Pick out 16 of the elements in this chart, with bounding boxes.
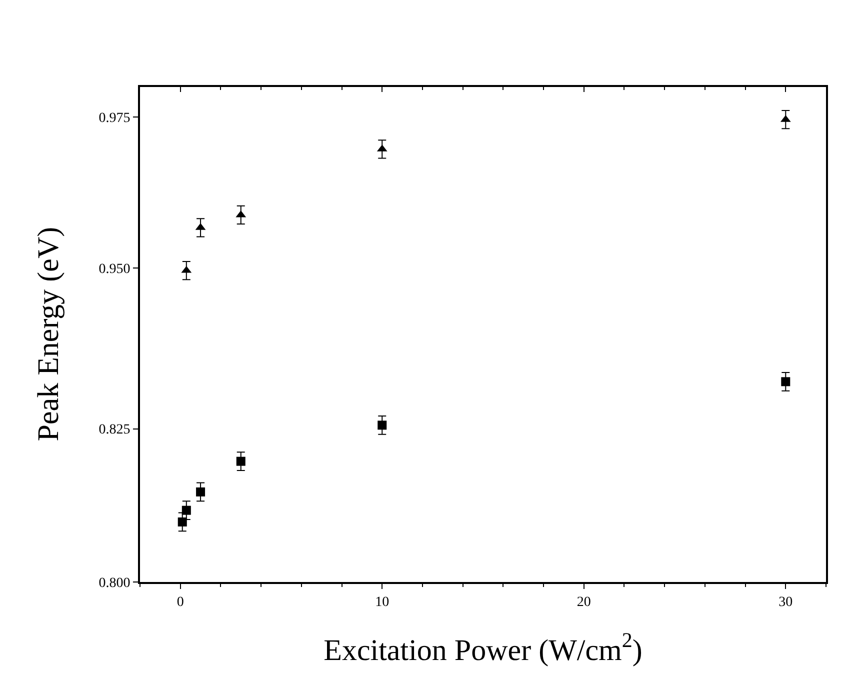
x-axis-title: Excitation Power (W/cm$^{2}$) (324, 628, 642, 667)
point (781, 377, 790, 386)
point (236, 456, 246, 466)
point (196, 487, 206, 496)
x-tick-label: 10 (375, 594, 390, 610)
point (178, 517, 187, 526)
y-axis-title: Peak Energy (eV) (32, 226, 66, 442)
x-tick-label: 20 (576, 594, 591, 610)
y-tick-label: 0.950 (98, 262, 130, 277)
point (182, 506, 191, 515)
point (378, 420, 387, 430)
x-tick-label: 0 (176, 594, 184, 610)
y-tick-label: 0.800 (98, 576, 130, 591)
y-tick-label: 0.975 (98, 111, 130, 126)
y-tick-label: 0.825 (98, 422, 130, 438)
x-tick-label: 30 (778, 594, 793, 610)
